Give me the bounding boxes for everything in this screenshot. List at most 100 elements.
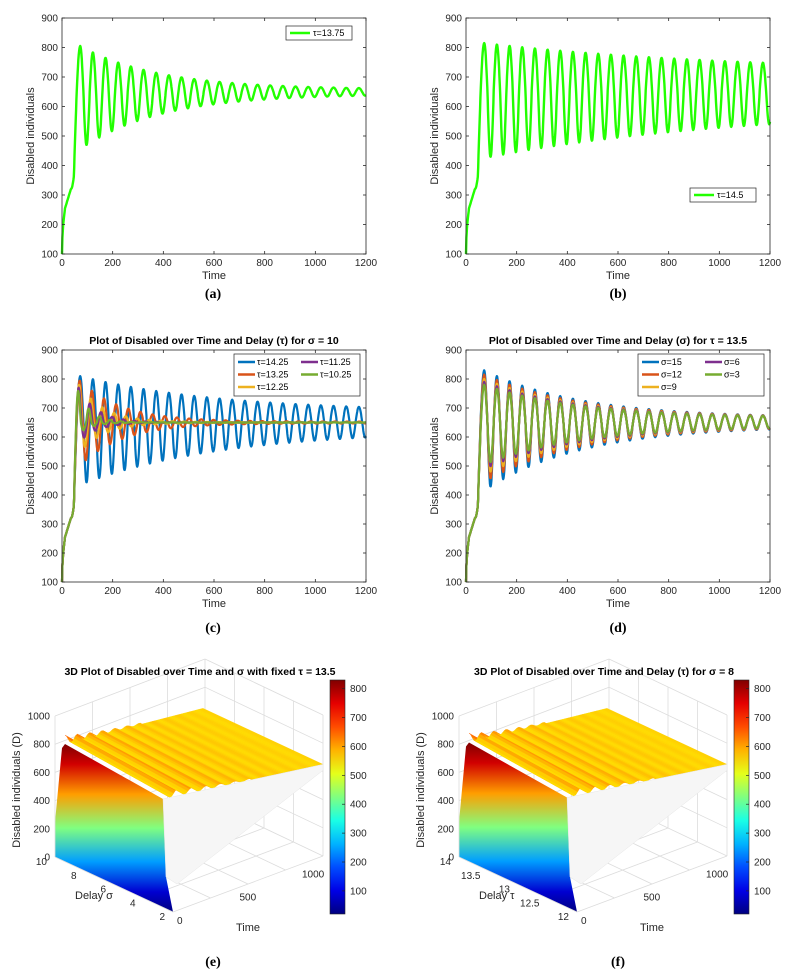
legend-label: τ=12.25 [257,382,288,392]
colorbar-tick-label: 300 [350,829,367,840]
x-tick-label: 1000 [304,586,327,597]
chart-b: 0 200 400 600 800 1000 1200 100 200 300 400 500 600 7… [429,14,782,303]
z-tick-label: 800 [437,740,454,751]
colorbar-tick-label: 200 [754,858,771,869]
x-axis-label: Time [606,270,630,282]
x-tick-label: 400 [559,586,576,597]
delay-tick-label: 13.5 [461,871,481,882]
chart-title: 3D Plot of Disabled over Time and Delay … [474,666,734,678]
x-tick-label: 600 [206,586,223,597]
y-axis-label: Disabled individuals [429,87,441,185]
series-line-b-0 [464,41,772,255]
colorbar-tick-label: 100 [350,886,367,897]
z-tick-label: 0 [44,853,50,864]
panel-caption: (c) [205,621,221,636]
chart-a: 0 200 400 600 800 1000 1200 100 200 300 400 500 600 7… [25,14,378,303]
x-tick-label: 200 [104,258,121,269]
x-tick-label: 600 [610,258,627,269]
axis-edge [172,855,324,913]
panel-caption: (f) [611,955,625,970]
legend-label: τ=13.25 [257,370,288,380]
y-tick-label: 500 [445,462,462,473]
x-tick-label: 800 [256,586,273,597]
x-tick-label: 800 [256,258,273,269]
chart-title: Plot of Disabled over Time and Delay (σ)… [489,335,747,347]
legend: τ=14.5 [689,187,757,203]
y-tick-label: 300 [445,520,462,531]
y-axis-label: Disabled individuals [25,87,37,185]
y-tick-label: 800 [41,375,58,386]
time-tick-label: 1000 [302,869,325,880]
y-tick-label: 800 [445,43,462,54]
surface-front-face [55,743,173,912]
z-tick-label: 1000 [28,712,51,723]
colorbar-tick-label: 500 [350,771,367,782]
time-tick-label: 0 [581,916,587,927]
x-axis-label: Time [606,598,630,610]
colorbar-tick-label: 700 [754,713,771,724]
legend-label: σ=6 [724,357,740,367]
x-tick-label: 400 [155,258,172,269]
x-tick-label: 1200 [759,258,782,269]
y-tick-label: 900 [445,346,462,357]
panel-caption: (d) [609,621,626,636]
y-tick-label: 500 [41,462,58,473]
x-tick-label: 1200 [759,586,782,597]
chart-f: 020040060080010001212.51313.51405001000D… [415,658,771,970]
z-tick-label: 800 [33,740,50,751]
y-tick-label: 700 [41,404,58,415]
y-tick-label: 400 [445,491,462,502]
legend-box [285,25,353,41]
legend-label: τ=11.25 [320,357,351,367]
panel-caption: (e) [205,955,221,970]
colorbar-tick-label: 400 [754,800,771,811]
legend-label: σ=9 [661,382,677,392]
time-tick-label: 1000 [706,869,729,880]
y-axis-label: Disabled individuals [429,417,441,515]
y-tick-label: 100 [41,578,58,589]
axis-edge [54,856,174,913]
delay-tick-label: 2 [159,912,165,923]
panel-caption: (b) [609,287,626,302]
y-tick-label: 100 [41,250,58,261]
time-tick-label: 500 [644,893,661,904]
x-tick-label: 600 [610,586,627,597]
x-tick-label: 0 [59,586,65,597]
y-tick-label: 700 [445,404,462,415]
x-tick-label: 1200 [355,586,378,597]
z-tick-label: 400 [437,796,454,807]
y-tick-label: 200 [445,220,462,231]
x-tick-label: 1000 [708,586,731,597]
y-tick-label: 100 [445,250,462,261]
delay-tick-label: 12 [558,912,570,923]
y-tick-label: 400 [445,161,462,172]
y-tick-label: 300 [41,520,58,531]
y-tick-label: 500 [445,132,462,143]
legend-label: τ=14.5 [717,190,743,200]
legend: τ=13.75 [285,25,353,41]
y-tick-label: 800 [41,43,58,54]
y-tick-label: 400 [41,491,58,502]
legend-label: σ=3 [724,370,740,380]
y-tick-label: 200 [41,220,58,231]
y-tick-label: 100 [445,578,462,589]
z-tick-label: 0 [448,853,454,864]
chart-c: 0 200 400 600 800 1000 1200 100 200 300 400 500 600 7… [25,335,378,636]
z-tick-label: 1000 [432,712,455,723]
x-axis-label: Time [202,270,226,282]
surface-front-face [459,742,577,912]
y-tick-label: 900 [41,346,58,357]
legend-label: σ=15 [661,357,682,367]
x-tick-label: 1000 [304,258,327,269]
legend: τ=14.25 τ=13.25 τ=12.25 τ=11.25 τ=10.25 [233,353,361,397]
y-tick-label: 200 [41,549,58,560]
x-tick-label: 400 [155,586,172,597]
colorbar [733,679,750,915]
delay-tick-label: 14 [440,857,452,868]
axis-edge [458,856,578,913]
z-tick-label: 400 [33,796,50,807]
delay-axis-label: Delay τ [479,890,515,902]
legend: σ=15 σ=12 σ=9 σ=6 σ=3 [637,353,765,397]
x-tick-label: 400 [559,258,576,269]
y-tick-label: 700 [445,73,462,84]
